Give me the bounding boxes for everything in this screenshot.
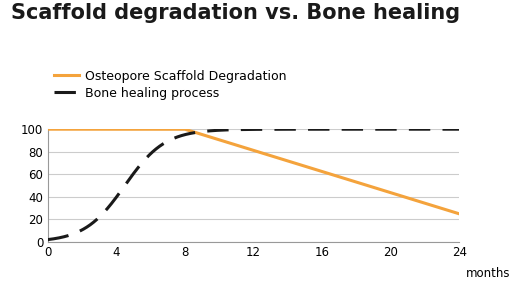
Legend: Osteopore Scaffold Degradation, Bone healing process: Osteopore Scaffold Degradation, Bone hea… xyxy=(54,70,287,100)
Text: months: months xyxy=(466,267,511,280)
Text: Scaffold degradation vs. Bone healing: Scaffold degradation vs. Bone healing xyxy=(11,3,460,23)
